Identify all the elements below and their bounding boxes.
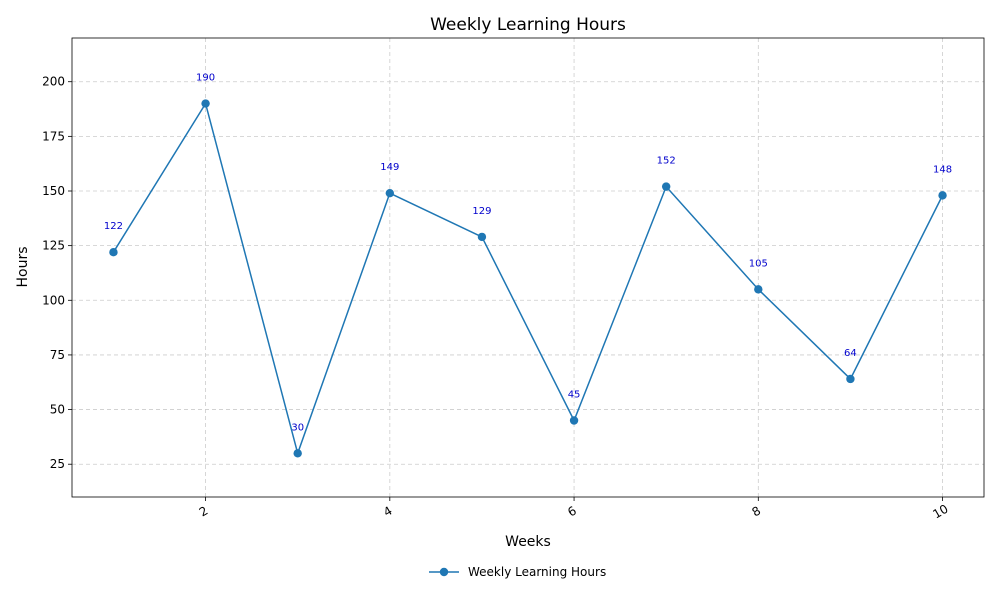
data-label: 122 — [104, 221, 123, 232]
series-line — [112, 101, 944, 456]
data-point — [477, 232, 487, 242]
data-point — [661, 182, 671, 191]
legend-label: Weekly Learning Hours — [468, 565, 606, 579]
y-tick-label: 200 — [42, 75, 65, 89]
x-tick-label: 2 — [197, 504, 211, 520]
data-label: 64 — [844, 348, 857, 359]
x-tick-label: 4 — [381, 504, 395, 520]
data-label-layer: 122 190 30 149 129 45 152 105 64 148 — [104, 73, 952, 434]
y-tick-label: 125 — [42, 239, 65, 253]
data-label: 105 — [749, 258, 768, 269]
data-point — [846, 374, 855, 384]
legend-marker-swatch — [439, 567, 449, 577]
x-tick-label: 8 — [749, 504, 763, 520]
series-layer — [109, 99, 947, 458]
data-point — [201, 99, 210, 108]
data-label: 129 — [472, 206, 491, 217]
chart-title: Weekly Learning Hours — [430, 15, 626, 35]
data-label: 148 — [933, 164, 952, 175]
y-tick-label: 150 — [42, 184, 65, 198]
data-label: 45 — [568, 390, 581, 401]
y-tick-label: 25 — [50, 457, 65, 471]
data-point — [569, 416, 579, 425]
data-label: 190 — [196, 73, 215, 84]
data-point — [293, 449, 302, 458]
x-tick-label: 10 — [930, 502, 950, 522]
data-point — [754, 285, 763, 294]
y-tick-label: 175 — [42, 129, 65, 143]
x-axis-label: Weeks — [505, 534, 551, 550]
data-point — [385, 188, 395, 198]
data-point — [938, 191, 947, 200]
legend: Weekly Learning Hours — [429, 565, 606, 579]
y-axis-label: Hours — [15, 246, 31, 287]
data-point — [109, 248, 118, 257]
data-label: 30 — [291, 422, 304, 433]
y-tick-label: 50 — [50, 403, 65, 417]
tick-layer: 25 50 75 100 125 150 175 200 2 4 6 8 10 — [42, 75, 951, 522]
plot-frame — [71, 37, 985, 498]
y-tick-label: 75 — [50, 348, 65, 362]
y-tick-label: 100 — [42, 293, 65, 307]
x-tick-label: 6 — [565, 504, 579, 520]
data-label: 152 — [657, 156, 676, 167]
data-label: 149 — [380, 162, 399, 173]
grid-layer — [72, 38, 984, 497]
